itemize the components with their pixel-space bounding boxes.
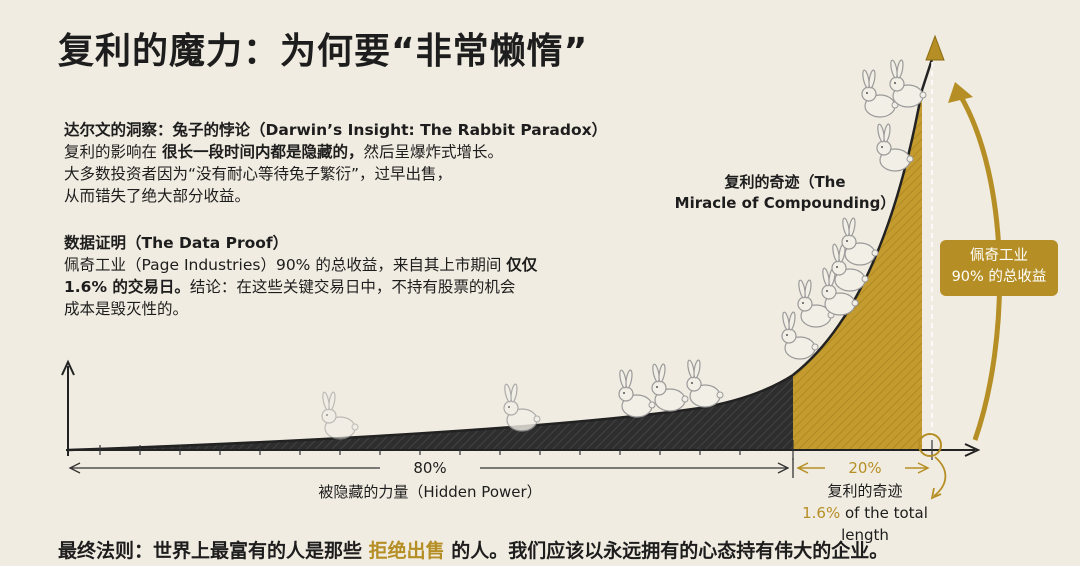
insight-block: 达尔文的洞察：兔子的悖论（Darwin’s Insight: The Rabbi…: [64, 119, 607, 207]
hidden-power-area: [68, 375, 793, 450]
hidden-power-label: 被隐藏的力量（Hidden Power）: [318, 483, 542, 501]
insight-line-1: 复利的影响在 很长一段时间内都是隐藏的，然后呈爆炸式增长。: [64, 143, 503, 161]
miracle-length-label: 复利的奇迹 1.6% of the total length: [802, 482, 928, 544]
x-axis-ticks: [99, 440, 933, 460]
page-title: 复利的魔力：为何要“非常懒惰”: [58, 31, 589, 72]
rabbit-icon: [840, 217, 879, 266]
rabbit-icon: [320, 391, 359, 440]
pct-20-label: 20%: [825, 459, 905, 477]
proof-line-2: 1.6% 的交易日。结论：在这些关键交易日中，不持有股票的机会: [64, 278, 516, 296]
rabbit-icon: [875, 123, 914, 172]
rabbit-icon: [860, 69, 899, 118]
miracle-area: [793, 90, 922, 450]
insight-heading: 达尔文的洞察：兔子的悖论（Darwin’s Insight: The Rabbi…: [64, 121, 608, 139]
rabbit-icon: [502, 383, 541, 432]
proof-heading: 数据证明（The Data Proof）: [64, 234, 289, 252]
arrow-up-icon: [925, 34, 945, 61]
returns-callout: 佩奇工业 90% 的总收益: [940, 240, 1058, 296]
rabbit-icon: [685, 359, 724, 408]
rabbit-icon: [650, 363, 689, 412]
pct-80-label: 80%: [380, 459, 480, 477]
rabbit-icon: [617, 369, 656, 418]
final-rule: 最终法则：世界上最富有的人是那些 拒绝出售 的人。我们应该以永远拥有的心态持有伟…: [58, 540, 889, 562]
end-marker: [918, 433, 942, 457]
insight-line-2: 大多数投资者因为“没有耐心等待兔子繁衍”，过早出售，: [64, 165, 453, 183]
insight-line-3: 从而错失了绝大部分收益。: [64, 187, 251, 205]
growth-curve: [67, 49, 937, 452]
proof-block: 数据证明（The Data Proof） 佩奇工业（Page Industrie…: [64, 232, 537, 320]
miracle-label: 复利的奇迹（The Miracle of Compounding）: [674, 173, 896, 212]
proof-line-1: 佩奇工业（Page Industries）90% 的总收益，来自其上市期间 仅仅: [64, 256, 538, 274]
proof-line-3: 成本是毁灭性的。: [64, 300, 189, 318]
rabbit-icon: [888, 59, 927, 108]
